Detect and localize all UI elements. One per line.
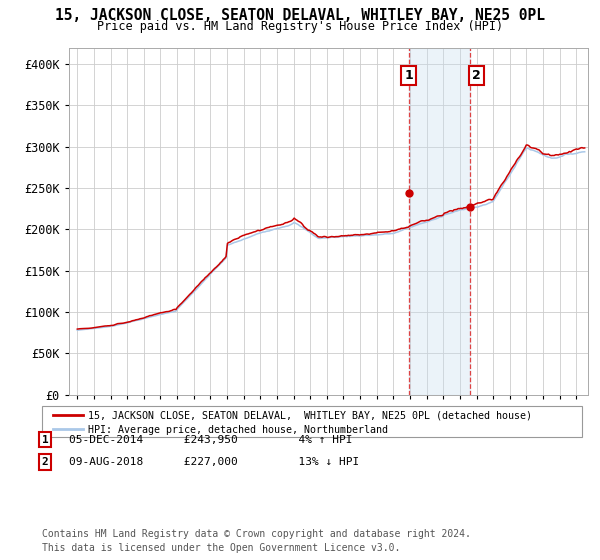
Text: HPI: Average price, detached house, Northumberland: HPI: Average price, detached house, Nort… (88, 424, 388, 435)
Text: 15, JACKSON CLOSE, SEATON DELAVAL, WHITLEY BAY, NE25 0PL: 15, JACKSON CLOSE, SEATON DELAVAL, WHITL… (55, 8, 545, 24)
Text: 1: 1 (404, 69, 413, 82)
Text: Price paid vs. HM Land Registry's House Price Index (HPI): Price paid vs. HM Land Registry's House … (97, 20, 503, 32)
Bar (409, 48, 470, 395)
Text: 09-AUG-2018      £227,000         13% ↓ HPI: 09-AUG-2018 £227,000 13% ↓ HPI (69, 457, 359, 467)
Text: 15, JACKSON CLOSE, SEATON DELAVAL,  WHITLEY BAY, NE25 0PL (detached house): 15, JACKSON CLOSE, SEATON DELAVAL, WHITL… (88, 410, 532, 420)
Text: 2: 2 (472, 69, 481, 82)
Text: Contains HM Land Registry data © Crown copyright and database right 2024.
This d: Contains HM Land Registry data © Crown c… (42, 529, 471, 553)
Text: 2: 2 (41, 457, 49, 467)
Text: 05-DEC-2014      £243,950         4% ↑ HPI: 05-DEC-2014 £243,950 4% ↑ HPI (69, 435, 353, 445)
Text: 1: 1 (41, 435, 49, 445)
